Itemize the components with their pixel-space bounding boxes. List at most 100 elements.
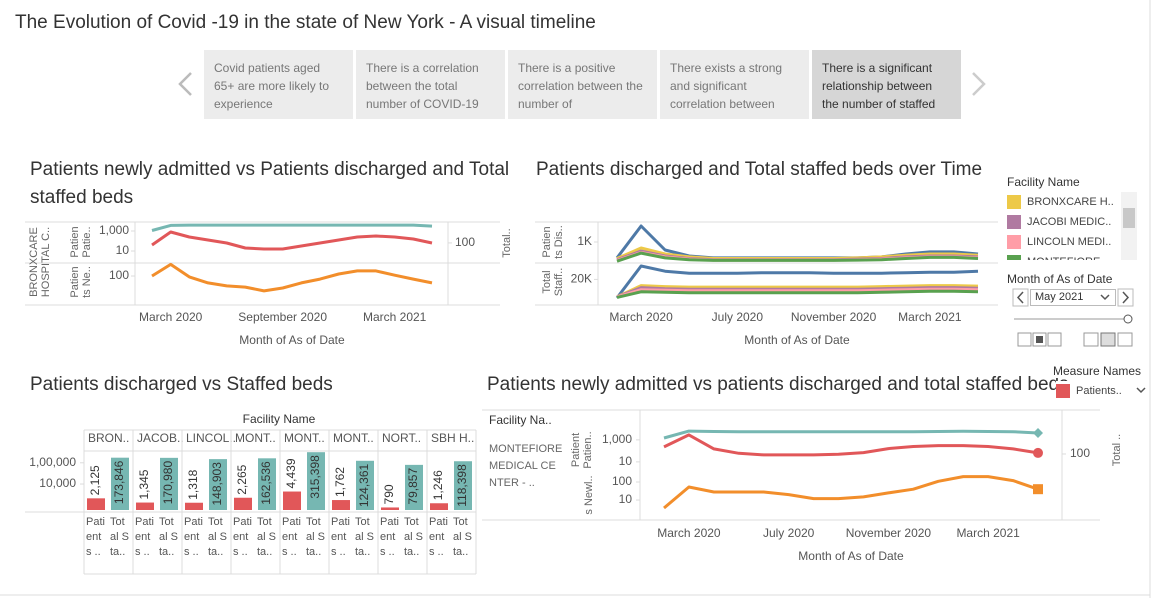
row-label: BRONXCARE HOSPITAL C..	[28, 226, 52, 298]
y-tick-label: 10	[619, 492, 633, 506]
y-tick-label: 10	[619, 454, 633, 468]
legend-swatch	[1056, 384, 1070, 399]
series-line	[151, 223, 433, 232]
column-header: MONT..	[333, 431, 374, 445]
legend-label: Patients..	[1076, 385, 1122, 397]
measure-dropdown-icon[interactable]	[1136, 387, 1146, 394]
y-axis-label: Total Staff..	[541, 267, 565, 297]
legend-item[interactable]: MONTEFIORE..	[1007, 252, 1120, 260]
month-next-button[interactable]	[1117, 288, 1134, 307]
legend-list: BRONXCARE H.. JACOBI MEDIC.. LINCOLN MEDI.…	[1007, 192, 1120, 260]
dashboard-title: The Evolution of Covid -19 in the state …	[15, 12, 596, 33]
measure-label: Total Sta..	[355, 516, 374, 558]
value-label: 148,903	[210, 462, 224, 506]
speed-medium[interactable]	[1100, 332, 1116, 347]
bar	[209, 459, 227, 510]
bar	[283, 491, 301, 510]
legend-title: Measure Names	[1053, 364, 1142, 378]
column-header: MONT..	[284, 431, 325, 445]
y-tick-label: 1,00,000	[29, 455, 76, 469]
measure-label: Patients ..	[233, 516, 252, 558]
x-axis-label: Month of As of Date	[239, 333, 345, 347]
x-tick-label: November 2020	[846, 526, 932, 540]
story-point[interactable]: There exists a strong and significant co…	[660, 50, 809, 119]
y2-axis-label: Total ..	[1111, 433, 1123, 467]
series-line	[663, 475, 1039, 510]
x-tick-label: July 2020	[712, 310, 764, 324]
value-label: 1,345	[137, 469, 151, 499]
play-back-button[interactable]	[1017, 332, 1032, 347]
legend-item[interactable]: JACOBI MEDIC..	[1007, 212, 1120, 232]
speed-fast[interactable]	[1117, 332, 1133, 347]
series-line	[616, 284, 979, 299]
y2-tick-label: 100	[1070, 446, 1090, 460]
measure-label: Patients ..	[184, 516, 203, 558]
legend-label: JACOBI MEDIC..	[1027, 216, 1112, 228]
legend-scroll-thumb[interactable]	[1123, 208, 1135, 228]
facet-title: Facility Name	[243, 412, 316, 426]
column-header: NORT..	[382, 431, 421, 445]
facet-title: Facility Na..	[489, 413, 552, 427]
measure-label: Total Sta..	[110, 516, 129, 558]
legend-item[interactable]: LINCOLN MEDI..	[1007, 232, 1120, 252]
story-point[interactable]: There is a positive correlation between …	[508, 50, 657, 119]
bar	[405, 464, 423, 510]
legend-item[interactable]: BRONXCARE H..	[1007, 192, 1120, 212]
measure-label: Patients ..	[429, 516, 448, 558]
bar	[454, 461, 472, 510]
bar	[185, 502, 203, 510]
story-point[interactable]: There is a correlation between the total…	[356, 50, 505, 119]
bar	[87, 498, 105, 510]
x-tick-label: March 2020	[609, 310, 673, 324]
measure-label: Total Sta..	[306, 516, 325, 558]
speed-slow[interactable]	[1083, 332, 1099, 347]
y-axis-label: Patien ts Ne..	[69, 266, 93, 298]
measure-label: Total Sta..	[404, 516, 423, 558]
bar	[111, 457, 129, 510]
value-label: 118,398	[455, 464, 469, 507]
x-tick-label: March 2020	[657, 526, 721, 540]
filter-title: Facility Name	[1007, 175, 1080, 189]
y-tick-label: 10,000	[39, 476, 76, 490]
x-tick-label: November 2020	[791, 310, 877, 324]
x-tick-label: September 2020	[238, 310, 327, 324]
x-tick-label: March 2021	[363, 310, 427, 324]
value-label: 173,846	[112, 460, 126, 504]
value-label: 790	[382, 484, 396, 504]
bar	[356, 460, 374, 510]
y-axis-label: Patien ts Dis..	[541, 225, 565, 259]
month-next-icon	[1122, 291, 1130, 304]
chart-title: Patients discharged and Total staffed be…	[536, 159, 983, 180]
value-label: 315,398	[308, 455, 322, 499]
measure-label: Patients ..	[331, 516, 350, 558]
legend-label: LINCOLN MEDI..	[1027, 236, 1112, 248]
story-prev-arrow[interactable]	[178, 72, 192, 96]
legend-item[interactable]: Patients..	[1056, 381, 1122, 401]
y-tick-label: 1,000	[602, 432, 632, 446]
story-next-arrow[interactable]	[972, 72, 986, 96]
series-line	[151, 230, 433, 251]
series-line	[616, 251, 979, 263]
column-header: LINCOL..	[186, 431, 236, 445]
x-tick-label: March 2020	[139, 310, 203, 324]
bar	[307, 452, 325, 510]
y-axis-label: s Newl..	[583, 475, 595, 515]
story-point[interactable]: Covid patients aged 65+ are more likely …	[204, 50, 353, 119]
y-axis-label: Patien Patie..	[69, 226, 93, 258]
month-dropdown[interactable]: May 2021	[1030, 289, 1116, 306]
measure-label: Patients ..	[282, 516, 301, 558]
row-label: MONTEFIORE MEDICAL CENTER - ..	[489, 443, 563, 489]
column-header: SBH H..	[431, 431, 474, 445]
legend-label: MONTEFIORE..	[1027, 256, 1106, 260]
story-point[interactable]: There is a significant relationship betw…	[812, 50, 961, 119]
y2-axis-label: Total..	[501, 228, 513, 258]
month-slider-handle[interactable]	[1123, 314, 1133, 324]
chart-title: Patients discharged vs Staffed beds	[30, 374, 333, 395]
play-forward-button[interactable]	[1047, 332, 1062, 347]
month-prev-button[interactable]	[1012, 288, 1029, 307]
value-label: 1,318	[186, 469, 200, 499]
chart-title: Patients newly admitted vs Patients disc…	[30, 159, 510, 208]
play-icon	[1036, 336, 1043, 343]
